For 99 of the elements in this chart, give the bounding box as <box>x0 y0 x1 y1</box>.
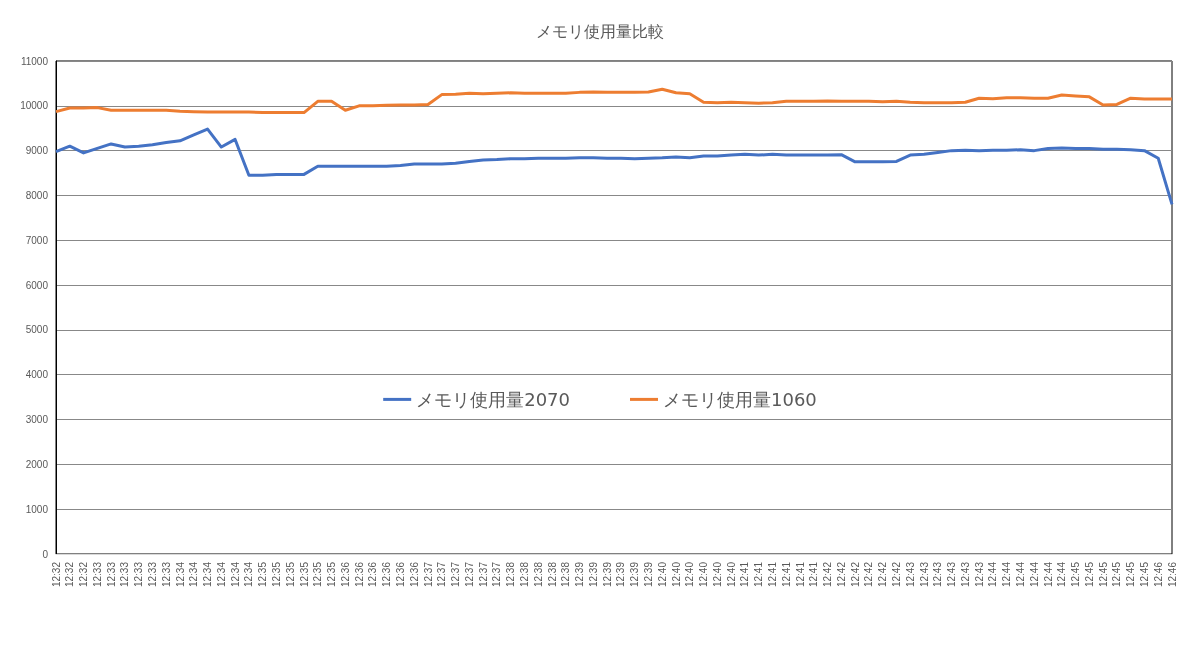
x-tick-label: 12:33 <box>105 561 117 588</box>
line-series <box>54 87 1174 115</box>
x-tick-label: 12:44 <box>1042 561 1054 588</box>
line-series <box>54 127 1174 206</box>
x-tick-label: 12:38 <box>518 561 530 588</box>
x-tick-label: 12:38 <box>532 561 544 588</box>
x-tick-label: 12:45 <box>1097 561 1109 588</box>
x-tick-label: 12:45 <box>1083 561 1095 588</box>
x-tick-label: 12:36 <box>408 561 420 588</box>
x-tick-label: 12:37 <box>463 561 475 588</box>
x-tick-label: 12:41 <box>753 561 765 588</box>
x-tick-label: 12:43 <box>973 561 985 588</box>
x-tick-label: 12:32 <box>50 561 62 588</box>
y-tick-label: 0 <box>42 548 49 560</box>
x-tick-label: 12:37 <box>450 561 462 588</box>
x-tick-label: 12:42 <box>877 561 889 588</box>
x-tick-label: 12:42 <box>849 561 861 588</box>
x-tick-label: 12:44 <box>1001 561 1013 588</box>
y-tick-label: 10000 <box>20 100 49 112</box>
x-tick-label: 12:44 <box>1028 561 1040 588</box>
x-tick-label: 12:33 <box>133 561 145 588</box>
x-tick-label: 12:40 <box>656 561 668 588</box>
x-tick-label: 12:34 <box>202 561 214 588</box>
x-tick-label: 12:40 <box>698 561 710 588</box>
x-tick-label: 12:39 <box>629 561 641 588</box>
x-tick-label: 12:34 <box>174 561 186 588</box>
x-tick-label: 12:34 <box>215 561 227 588</box>
y-tick-label: 5000 <box>25 324 49 336</box>
x-tick-label: 12:43 <box>904 561 916 588</box>
x-tick-label: 12:37 <box>436 561 448 588</box>
x-tick-label: 12:40 <box>684 561 696 588</box>
x-tick-label: 12:43 <box>932 561 944 588</box>
x-tick-label: 12:44 <box>1056 561 1068 588</box>
x-tick-label: 12:43 <box>959 561 971 588</box>
x-tick-label: 12:37 <box>422 561 434 588</box>
y-tick-label: 9000 <box>25 145 49 157</box>
y-tick-label: 7000 <box>25 234 49 246</box>
y-tick-label: 1000 <box>25 503 49 515</box>
x-tick-label: 12:41 <box>808 561 820 588</box>
x-tick-label: 12:41 <box>739 561 751 588</box>
x-tick-label: 12:32 <box>78 561 90 588</box>
x-tick-label: 12:32 <box>64 561 76 588</box>
x-tick-label: 12:39 <box>587 561 599 588</box>
x-tick-label: 12:41 <box>780 561 792 588</box>
x-tick-label: 12:41 <box>766 561 778 588</box>
x-tick-label: 12:39 <box>601 561 613 588</box>
x-tick-label: 12:35 <box>326 561 338 588</box>
y-tick-label: 2000 <box>25 458 49 470</box>
x-tick-label: 12:35 <box>298 561 310 588</box>
x-tick-label: 12:41 <box>794 561 806 588</box>
x-tick-label: 12:35 <box>284 561 296 588</box>
x-tick-label: 12:39 <box>574 561 586 588</box>
x-tick-label: 12:33 <box>91 561 103 588</box>
x-tick-label: 12:42 <box>863 561 875 588</box>
x-tick-label: 12:33 <box>160 561 172 588</box>
x-tick-label: 12:45 <box>1111 561 1123 588</box>
x-tick-label: 12:34 <box>188 561 200 588</box>
y-tick-label: 11000 <box>20 55 49 67</box>
y-tick-label: 6000 <box>25 279 49 291</box>
x-tick-label: 12:46 <box>1152 561 1164 588</box>
legend-label: メモリ使用量2070 <box>416 388 570 410</box>
x-tick-label: 12:42 <box>835 561 847 588</box>
x-tick-label: 12:35 <box>312 561 324 588</box>
x-tick-label: 12:43 <box>918 561 930 588</box>
x-tick-label: 12:38 <box>546 561 558 588</box>
x-tick-label: 12:36 <box>353 561 365 588</box>
legend-label: メモリ使用量1060 <box>663 388 817 410</box>
x-tick-label: 12:38 <box>560 561 572 588</box>
x-tick-label: 12:33 <box>119 561 131 588</box>
y-tick-label: 4000 <box>25 369 49 381</box>
x-tick-label: 12:35 <box>270 561 282 588</box>
x-tick-label: 12:37 <box>477 561 489 588</box>
x-tick-label: 12:40 <box>725 561 737 588</box>
chart-title: メモリ使用量比較 <box>536 21 664 41</box>
x-tick-label: 12:42 <box>822 561 834 588</box>
x-tick-label: 12:36 <box>394 561 406 588</box>
y-tick-label: 8000 <box>25 189 49 201</box>
x-tick-label: 12:46 <box>1166 561 1178 588</box>
x-tick-label: 12:36 <box>381 561 393 588</box>
x-tick-label: 12:39 <box>615 561 627 588</box>
x-tick-label: 12:45 <box>1125 561 1137 588</box>
x-tick-label: 12:38 <box>505 561 517 588</box>
x-tick-label: 12:45 <box>1138 561 1150 588</box>
x-tick-label: 12:40 <box>711 561 723 588</box>
x-tick-label: 12:37 <box>491 561 503 588</box>
x-tick-label: 12:44 <box>1014 561 1026 588</box>
x-tick-label: 12:43 <box>946 561 958 588</box>
x-tick-label: 12:33 <box>146 561 158 588</box>
x-tick-label: 12:42 <box>890 561 902 588</box>
x-tick-label: 12:36 <box>367 561 379 588</box>
x-tick-label: 12:44 <box>987 561 999 588</box>
x-tick-label: 12:40 <box>670 561 682 588</box>
x-tick-label: 12:45 <box>1070 561 1082 588</box>
x-tick-label: 12:36 <box>339 561 351 588</box>
x-tick-label: 12:34 <box>243 561 255 588</box>
x-tick-label: 12:35 <box>257 561 269 588</box>
x-tick-label: 12:34 <box>229 561 241 588</box>
x-tick-label: 12:39 <box>642 561 654 588</box>
y-tick-label: 3000 <box>25 414 49 426</box>
